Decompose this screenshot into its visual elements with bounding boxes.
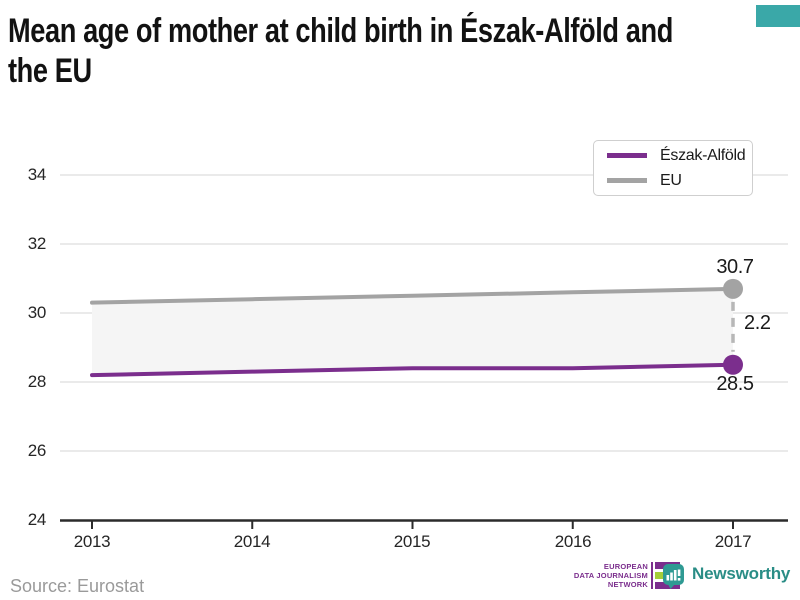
corner-tag: [756, 5, 800, 27]
x-tick-label: 2013: [73, 532, 111, 551]
y-tick-label: 26: [27, 441, 47, 460]
y-tick-label: 28: [27, 372, 47, 391]
y-tick-label: 24: [27, 510, 47, 529]
newsworthy-icon: [663, 564, 684, 589]
edjn-line: DATA JOURNALISM: [573, 571, 648, 580]
source-note: Source: Eurostat: [10, 576, 145, 596]
page-title: Mean age of mother at child birth in Ész…: [8, 11, 673, 91]
edjn-line: EUROPEAN: [603, 562, 648, 571]
x-tick-label: 2016: [554, 532, 592, 551]
legend-item-region: Észak-Alföld: [607, 147, 752, 165]
edjn-divider: [651, 562, 653, 589]
edjn-bar: [655, 582, 680, 589]
newsworthy-wordmark: Newsworthy: [692, 564, 791, 583]
x-tick-label: 2014: [233, 532, 271, 551]
legend-label: EU: [660, 171, 682, 189]
edjn-line: NETWORK: [607, 580, 648, 589]
y-tick-label: 34: [27, 165, 47, 184]
x-tick-label: 2015: [393, 532, 431, 551]
region-line-swatch: [607, 153, 647, 158]
y-tick-label: 32: [27, 234, 47, 253]
y-tick-label: 30: [27, 303, 47, 322]
region-endpoint-label: 28.5: [716, 373, 754, 395]
difference-label: 2.2: [744, 312, 771, 334]
legend-label: Észak-Alföld: [660, 146, 746, 164]
x-tick-label: 2017: [714, 532, 752, 551]
legend: Észak-Alföld EU: [593, 140, 753, 196]
newsworthy-logo: Newsworthy: [662, 563, 790, 590]
eu-line-swatch: [607, 178, 647, 183]
page-title-line1: Mean age of mother at child birth in Ész…: [8, 12, 673, 50]
eu-endpoint-label: 30.7: [716, 256, 754, 278]
page-title-line2: the EU: [8, 52, 92, 90]
legend-item-eu: EU: [607, 172, 752, 190]
edjn-logo-text: EUROPEAN DATA JOURNALISM NETWORK: [566, 562, 648, 589]
